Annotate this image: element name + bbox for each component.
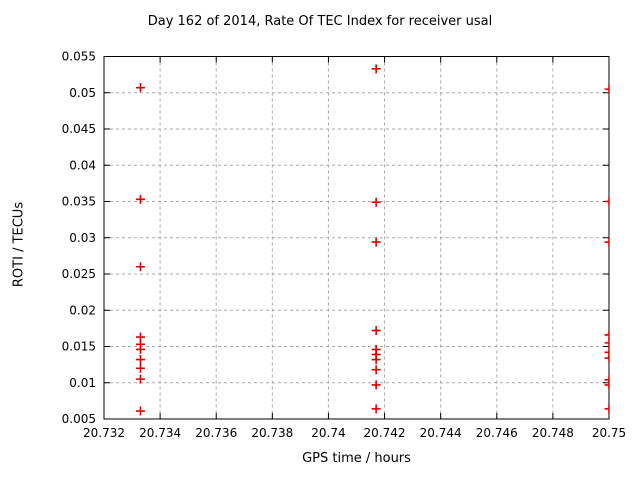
y-tick-label: 0.025 <box>62 267 96 281</box>
data-point <box>135 355 145 365</box>
data-point <box>604 237 609 247</box>
y-tick-label: 0.045 <box>62 122 96 136</box>
y-tick-label: 0.02 <box>69 303 96 317</box>
y-tick-label: 0.055 <box>62 50 96 64</box>
data-point <box>371 326 381 336</box>
data-point <box>371 404 381 414</box>
x-tick-label: 20.734 <box>139 426 181 440</box>
x-tick-label: 20.746 <box>476 426 518 440</box>
chart-title: Day 162 of 2014, Rate Of TEC Index for r… <box>147 14 493 29</box>
data-point <box>135 344 145 354</box>
y-tick-label: 0.01 <box>69 376 96 390</box>
data-point <box>604 197 609 206</box>
x-tick-label: 20.732 <box>83 426 125 440</box>
data-point <box>371 237 381 247</box>
data-point <box>604 375 609 385</box>
x-tick-label: 20.738 <box>251 426 293 440</box>
data-point <box>135 262 145 272</box>
data-point <box>604 404 609 414</box>
data-point <box>604 347 609 357</box>
y-tick-label: 0.04 <box>69 158 96 172</box>
data-points <box>135 64 609 416</box>
x-axis-title: GPS time / hours <box>302 451 411 466</box>
data-point <box>135 363 145 373</box>
data-point <box>135 83 145 93</box>
data-point <box>604 353 609 363</box>
x-tick-label: 20.74 <box>311 426 345 440</box>
y-tick-label: 0.035 <box>62 195 96 209</box>
y-tick-label: 0.05 <box>69 86 96 100</box>
x-tick-label: 20.742 <box>364 426 406 440</box>
y-tick-label: 0.015 <box>62 340 96 354</box>
y-axis-title: ROTI / TECUs <box>11 201 27 288</box>
data-point <box>135 194 145 204</box>
x-tick-label: 20.75 <box>592 426 626 440</box>
data-point <box>371 355 381 365</box>
data-point <box>604 330 609 340</box>
x-tick-label: 20.748 <box>532 426 574 440</box>
data-point <box>371 64 381 74</box>
y-tick-label: 0.03 <box>69 231 96 245</box>
data-point <box>604 84 609 94</box>
x-tick-label: 20.744 <box>420 426 462 440</box>
data-point <box>604 338 609 348</box>
data-point <box>371 380 381 390</box>
data-point <box>135 406 145 416</box>
y-tick-label: 0.005 <box>62 412 96 426</box>
data-point <box>371 365 381 375</box>
x-tick-label: 20.736 <box>195 426 237 440</box>
data-point <box>135 374 145 384</box>
data-point <box>604 380 609 390</box>
data-point <box>371 197 381 207</box>
